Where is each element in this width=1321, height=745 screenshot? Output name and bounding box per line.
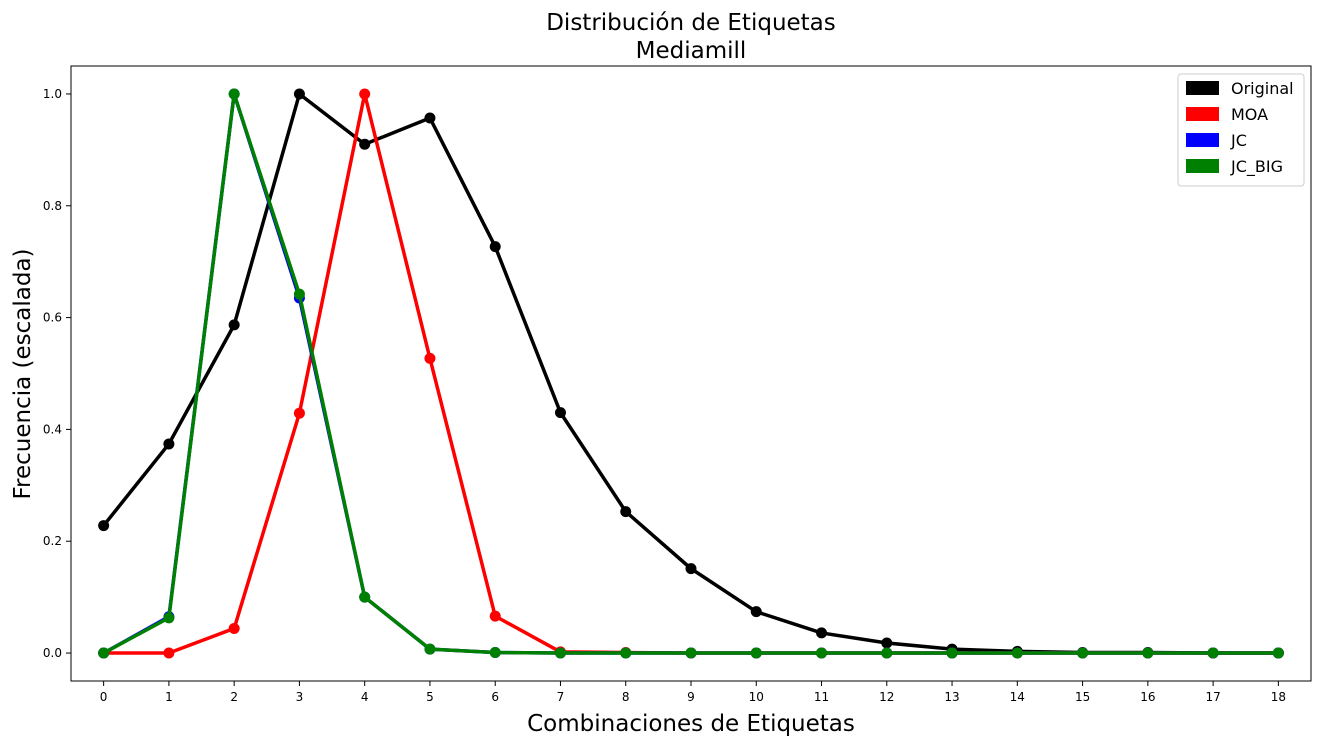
legend-swatch [1186, 159, 1219, 173]
data-point [293, 88, 305, 100]
data-point [424, 352, 436, 364]
x-tick-label: 4 [361, 690, 369, 704]
data-point [489, 610, 501, 622]
y-tick-label: 1.0 [43, 87, 62, 101]
x-tick-label: 0 [100, 690, 108, 704]
x-tick-label: 13 [944, 690, 959, 704]
series-original [98, 88, 1284, 659]
data-point [1207, 647, 1219, 659]
data-point [424, 643, 436, 655]
x-tick-label: 12 [879, 690, 894, 704]
legend-frame [1177, 73, 1305, 187]
data-point [163, 438, 175, 450]
data-point [685, 647, 697, 659]
plot-area [98, 88, 1284, 659]
data-point [359, 88, 371, 100]
y-tick-label: 0.8 [43, 199, 62, 213]
legend-swatch [1186, 107, 1219, 121]
x-tick-label: 15 [1075, 690, 1090, 704]
chart-subtitle: Mediamill [636, 38, 747, 64]
data-point [750, 647, 762, 659]
x-tick-label: 10 [749, 690, 764, 704]
data-point [424, 112, 436, 124]
legend-label: JC_BIG [1230, 157, 1283, 177]
y-tick-label: 0.6 [43, 311, 62, 325]
y-tick-label: 0.2 [43, 534, 62, 548]
data-point [1011, 647, 1023, 659]
x-tick-label: 17 [1205, 690, 1220, 704]
data-point [554, 407, 566, 419]
data-point [620, 647, 632, 659]
x-tick-label: 6 [491, 690, 499, 704]
x-tick-label: 3 [296, 690, 304, 704]
data-point [98, 647, 110, 659]
data-point [359, 138, 371, 150]
x-axis-label: Combinaciones de Etiquetas [527, 711, 855, 737]
data-point [228, 622, 240, 634]
data-point [816, 647, 828, 659]
y-tick-label: 0.4 [43, 422, 62, 436]
chart-title: Distribución de Etiquetas [546, 10, 836, 36]
data-point [293, 288, 305, 300]
y-tick-label: 0.0 [43, 646, 62, 660]
legend-label: JC [1230, 131, 1247, 150]
x-tick-label: 8 [622, 690, 630, 704]
x-tick-label: 16 [1140, 690, 1155, 704]
data-point [98, 520, 110, 532]
plot-frame [70, 65, 1312, 682]
x-tick-label: 9 [687, 690, 695, 704]
x-tick-label: 7 [557, 690, 565, 704]
x-tick-label: 18 [1271, 690, 1286, 704]
data-point [946, 647, 958, 659]
legend-label: Original [1231, 79, 1294, 98]
data-point [620, 506, 632, 518]
data-point [1272, 647, 1284, 659]
data-point [489, 241, 501, 253]
data-point [554, 647, 566, 659]
data-point [881, 647, 893, 659]
y-axis-label: Frecuencia (escalada) [10, 248, 36, 499]
x-tick-label: 14 [1010, 690, 1025, 704]
data-point [359, 591, 371, 603]
x-tick-label: 11 [814, 690, 829, 704]
data-point [293, 407, 305, 419]
legend-swatch [1186, 81, 1219, 95]
data-point [750, 606, 762, 618]
x-axis: 0 1 2 3 4 5 6 7 8 9 10 11 12 13 14 15 16 17 18 [100, 681, 1286, 704]
data-point [163, 612, 175, 624]
data-point [816, 627, 828, 639]
legend: Original MOA JC JC_BIG [1177, 73, 1305, 187]
data-point [685, 563, 697, 575]
data-point [163, 647, 175, 659]
data-point [1142, 647, 1154, 659]
data-point [881, 637, 893, 649]
series-jc-big [98, 88, 1284, 659]
y-axis: 0.0 0.2 0.4 0.6 0.8 1.0 [43, 87, 71, 660]
x-tick-label: 5 [426, 690, 434, 704]
legend-label: MOA [1231, 105, 1268, 124]
data-point [489, 646, 501, 658]
data-point [228, 88, 240, 100]
legend-swatch [1186, 133, 1219, 147]
x-tick-label: 2 [230, 690, 238, 704]
data-point [1077, 647, 1089, 659]
data-point [228, 319, 240, 331]
x-tick-label: 1 [165, 690, 173, 704]
